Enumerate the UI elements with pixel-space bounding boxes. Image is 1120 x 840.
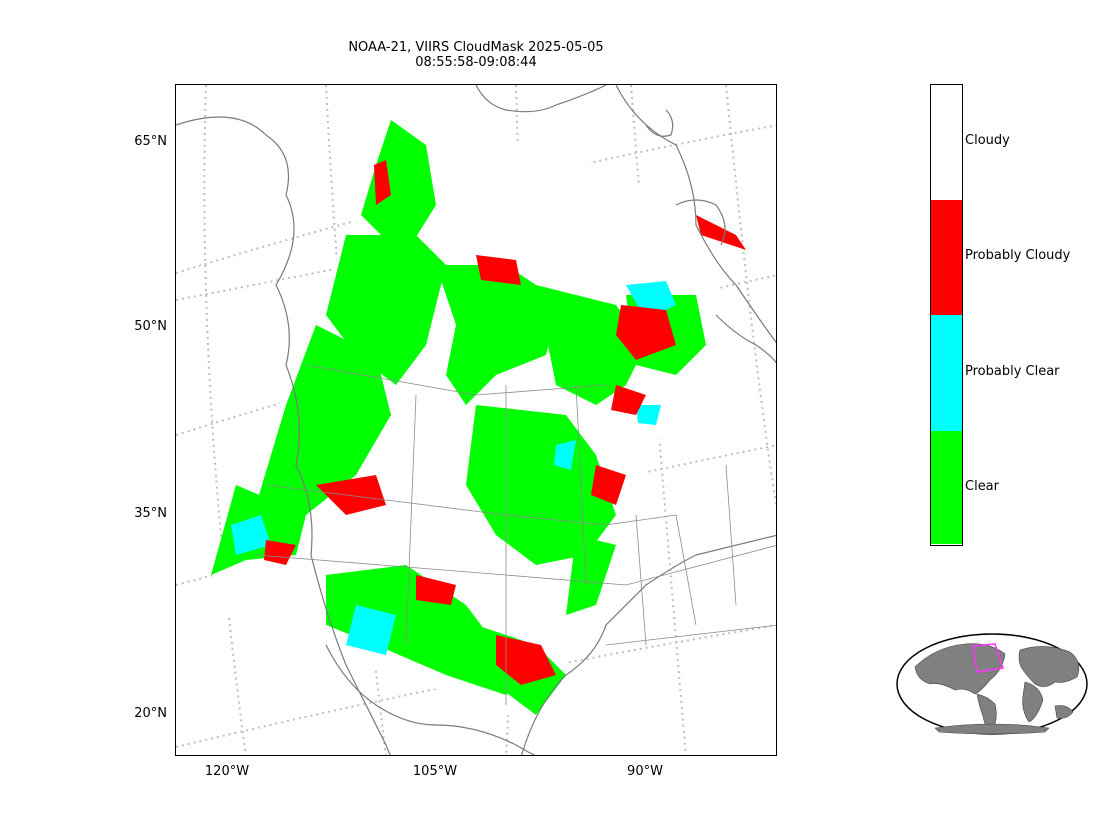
lon-label-120w: 120°W xyxy=(204,764,250,779)
colorbar-clear xyxy=(931,431,962,544)
cloudmask-swath xyxy=(201,113,746,725)
lat-label-20: 20°N xyxy=(134,706,167,721)
swath-extent-box xyxy=(972,643,1004,673)
map-title: NOAA-21, VIIRS CloudMask 2025-05-05 08:5… xyxy=(176,40,776,70)
legend-label-probably-clear: Probably Clear xyxy=(965,364,1060,379)
title-line-1: NOAA-21, VIIRS CloudMask 2025-05-05 xyxy=(348,40,604,55)
coastlines xyxy=(176,85,776,755)
continents xyxy=(914,643,1080,735)
title-line-2: 08:55:58-09:08:44 xyxy=(415,55,537,70)
colorbar-probably-clear xyxy=(931,315,962,431)
lat-label-65: 65°N xyxy=(134,134,167,149)
probably-cloudy-regions xyxy=(264,160,746,685)
probably-clear-regions xyxy=(231,281,676,655)
map-canvas xyxy=(176,85,776,755)
locator-map xyxy=(896,633,1088,735)
lon-label-105w: 105°W xyxy=(412,764,458,779)
colorbar xyxy=(930,84,963,546)
lat-label-35: 35°N xyxy=(134,506,167,521)
world-locator-inset xyxy=(895,632,1089,736)
colorbar-probably-cloudy xyxy=(931,200,962,315)
lon-label-90w: 90°W xyxy=(627,764,663,779)
state-borders xyxy=(255,364,776,705)
colorbar-cloudy xyxy=(931,85,962,200)
lat-label-50: 50°N xyxy=(134,319,167,334)
legend-label-probably-cloudy: Probably Cloudy xyxy=(965,248,1071,263)
map-panel xyxy=(175,84,777,756)
legend-label-cloudy: Cloudy xyxy=(965,133,1010,148)
legend-label-clear: Clear xyxy=(965,479,999,494)
